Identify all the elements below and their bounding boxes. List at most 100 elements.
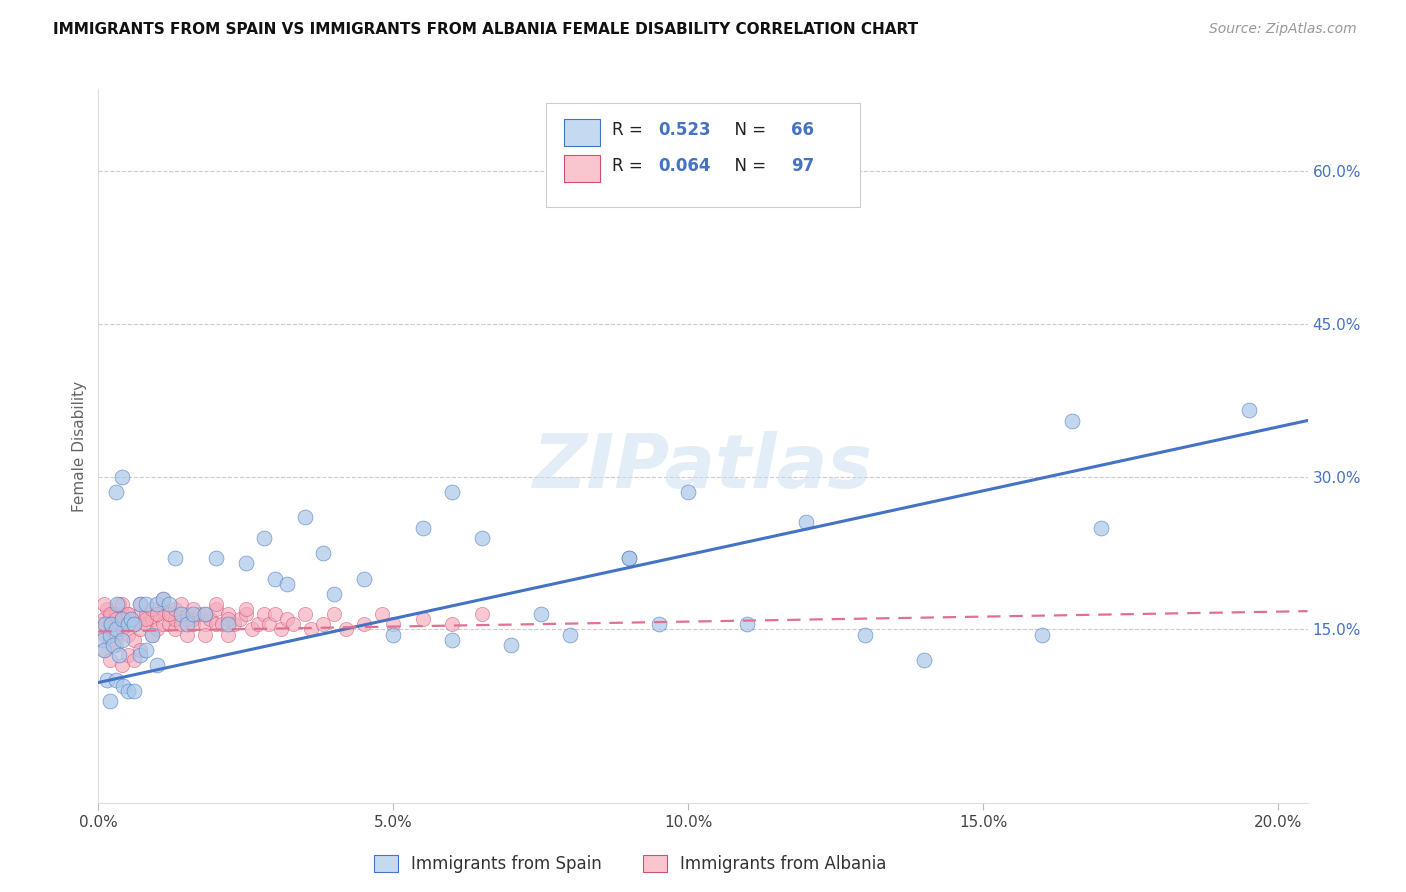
Point — [276, 576, 298, 591]
Point — [217, 607, 239, 622]
Point — [353, 617, 375, 632]
Point — [122, 617, 145, 632]
Point — [200, 612, 222, 626]
Point — [1237, 403, 1260, 417]
Point — [252, 607, 274, 622]
Point — [105, 484, 128, 499]
Point — [157, 597, 180, 611]
Point — [157, 607, 180, 622]
Point — [111, 612, 134, 626]
Point — [128, 597, 150, 611]
Text: ZIPatlas: ZIPatlas — [533, 431, 873, 504]
Point — [471, 607, 494, 622]
Point — [217, 627, 239, 641]
Point — [194, 607, 217, 622]
Point — [501, 638, 523, 652]
Point — [146, 607, 169, 622]
Point — [111, 623, 134, 637]
Point — [259, 617, 281, 632]
Point — [170, 617, 193, 632]
Point — [264, 572, 287, 586]
Point — [441, 484, 464, 499]
Point — [229, 612, 252, 626]
Point — [146, 623, 169, 637]
Point — [111, 632, 134, 647]
Point — [157, 607, 180, 622]
Point — [135, 612, 157, 626]
Point — [111, 597, 134, 611]
Text: 66: 66 — [792, 121, 814, 139]
Point — [105, 638, 128, 652]
Point — [112, 617, 135, 632]
Point — [181, 602, 204, 616]
Point — [323, 607, 346, 622]
Point — [222, 617, 245, 632]
Point — [98, 632, 121, 647]
Point — [117, 627, 139, 641]
Point — [93, 643, 115, 657]
Point — [135, 643, 157, 657]
Point — [101, 638, 124, 652]
Point — [111, 469, 134, 483]
Point — [194, 617, 217, 632]
Point — [370, 607, 392, 622]
Text: 0.523: 0.523 — [658, 121, 711, 139]
Point — [205, 602, 228, 616]
Point — [619, 551, 641, 566]
Point — [111, 658, 134, 673]
Point — [441, 617, 464, 632]
Point — [117, 617, 139, 632]
Text: IMMIGRANTS FROM SPAIN VS IMMIGRANTS FROM ALBANIA FEMALE DISABILITY CORRELATION C: IMMIGRANTS FROM SPAIN VS IMMIGRANTS FROM… — [53, 22, 918, 37]
Point — [122, 683, 145, 698]
Point — [211, 617, 233, 632]
FancyBboxPatch shape — [546, 103, 860, 207]
Point — [98, 653, 121, 667]
Point — [111, 607, 134, 622]
Point — [98, 694, 121, 708]
Point — [101, 617, 124, 632]
Point — [122, 617, 145, 632]
Point — [560, 627, 582, 641]
Point — [353, 572, 375, 586]
Point — [105, 627, 128, 641]
Point — [217, 612, 239, 626]
Point — [235, 607, 257, 622]
Point — [323, 587, 346, 601]
Point — [276, 612, 298, 626]
Point — [98, 627, 121, 641]
Point — [165, 623, 187, 637]
Point — [382, 627, 405, 641]
Point — [146, 607, 169, 622]
Point — [117, 648, 139, 662]
Point — [96, 602, 118, 616]
Point — [135, 597, 157, 611]
Text: N =: N = — [724, 157, 770, 175]
Point — [90, 617, 112, 632]
Point — [93, 597, 115, 611]
Point — [98, 607, 121, 622]
Point — [217, 617, 239, 632]
Point — [170, 597, 193, 611]
FancyBboxPatch shape — [564, 120, 600, 146]
Point — [128, 607, 150, 622]
Point — [252, 531, 274, 545]
Point — [98, 617, 121, 632]
Point — [128, 648, 150, 662]
Point — [165, 602, 187, 616]
Point — [100, 617, 122, 632]
Point — [135, 617, 157, 632]
Point — [141, 602, 163, 616]
Point — [335, 623, 357, 637]
Point — [170, 607, 193, 622]
Point — [735, 617, 758, 632]
Point — [146, 597, 169, 611]
Point — [122, 617, 145, 632]
Point — [240, 623, 263, 637]
Point — [91, 632, 114, 647]
Point — [105, 597, 128, 611]
Point — [181, 607, 204, 622]
Text: R =: R = — [613, 157, 648, 175]
Point — [122, 653, 145, 667]
Point — [100, 607, 122, 622]
Point — [294, 510, 316, 524]
